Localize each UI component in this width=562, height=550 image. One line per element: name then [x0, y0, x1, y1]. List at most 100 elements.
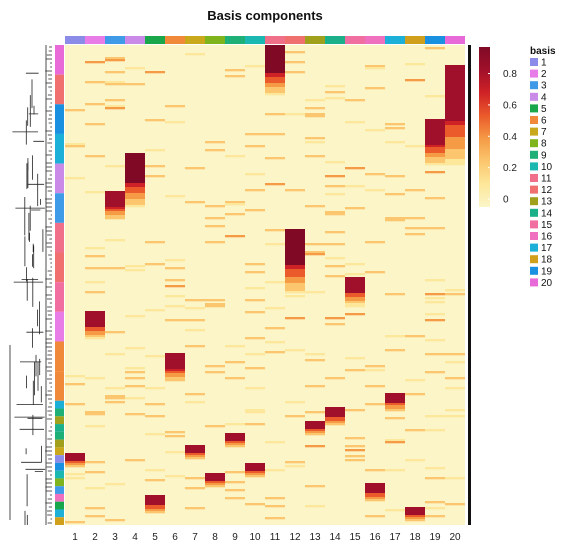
heatmap-cell: [165, 377, 185, 380]
heatmap-cell: [365, 173, 385, 176]
heatmap-cell: [405, 513, 425, 516]
color-scale-label: 0.2: [503, 163, 517, 174]
heatmap-cell: [385, 439, 405, 442]
color-scale-label: 0: [503, 195, 509, 206]
heatmap-cell: [205, 365, 225, 368]
heatmap-cell: [385, 397, 405, 400]
heatmap-cell: [285, 247, 305, 250]
heatmap-cell: [265, 75, 285, 78]
heatmap-cell: [245, 311, 265, 314]
heatmap-cell: [85, 191, 105, 194]
heatmap-cell: [145, 309, 165, 312]
heatmap-cell: [445, 95, 465, 98]
heatmap-cell: [85, 329, 105, 332]
row-annotation-cell: [55, 517, 64, 525]
heatmap-cell: [445, 153, 465, 156]
legend-swatch: [530, 69, 538, 78]
heatmap-cell: [405, 79, 425, 82]
heatmap-cell: [305, 113, 325, 116]
heatmap-cell: [265, 49, 285, 52]
heatmap-cell: [425, 297, 445, 300]
heatmap-cell: [145, 71, 165, 74]
heatmap-cell: [225, 201, 245, 204]
heatmap-cell: [225, 435, 245, 438]
x-tick-label: 12: [289, 532, 301, 543]
heatmap-cell: [285, 249, 305, 252]
heatmap-cell: [345, 293, 365, 296]
heatmap-cell: [145, 495, 165, 498]
heatmap-cell: [65, 177, 85, 180]
heatmap-cell: [325, 161, 345, 164]
heatmap-cell: [385, 469, 405, 472]
heatmap-cell: [105, 331, 125, 334]
heatmap-cell: [425, 157, 445, 160]
heatmap-cell: [125, 195, 145, 198]
heatmap-cell: [165, 105, 185, 108]
heatmap-cell: [85, 315, 105, 318]
heatmap-cell: [265, 67, 285, 70]
heatmap-cell: [425, 415, 445, 418]
heatmap-cell: [125, 199, 145, 202]
heatmap-cell: [165, 373, 185, 376]
heatmap-cell: [245, 423, 265, 426]
heatmap-cell: [345, 263, 365, 266]
heatmap-cell: [205, 485, 225, 488]
heatmap-cell: [285, 235, 305, 238]
x-tick-label: 4: [132, 532, 138, 543]
color-scale-label: 0.8: [503, 69, 517, 80]
heatmap-cell: [425, 301, 445, 304]
heatmap-cell: [325, 91, 345, 94]
row-annotation-cell: [55, 104, 64, 134]
heatmap-cell: [365, 129, 385, 132]
heatmap-cell: [445, 67, 465, 70]
heatmap-cell: [165, 359, 185, 362]
legend-label: 14: [541, 208, 553, 219]
heatmap-cell: [425, 197, 445, 200]
heatmap-cell: [225, 75, 245, 78]
heatmap-cell: [85, 155, 105, 158]
heatmap-cell: [425, 477, 445, 480]
heatmap-cell: [265, 81, 285, 84]
heatmap-cell: [365, 491, 385, 494]
heatmap-cell: [85, 413, 105, 416]
heatmap-cell: [205, 305, 225, 308]
heatmap-cell: [445, 145, 465, 148]
heatmap-cell: [125, 377, 145, 380]
heatmap-cell: [285, 401, 305, 404]
heatmap-cell: [105, 239, 125, 242]
heatmap-cell: [105, 353, 125, 356]
heatmap-cell: [445, 123, 465, 126]
heatmap-cell: [285, 281, 305, 284]
heatmap-cell: [305, 243, 325, 246]
heatmap-cell: [365, 67, 385, 70]
heatmap-cell: [365, 487, 385, 490]
heatmap-cell: [125, 83, 145, 86]
heatmap-cell: [65, 453, 85, 456]
heatmap-cell: [265, 157, 285, 160]
heatmap-cell: [145, 403, 165, 406]
heatmap-cell: [105, 203, 125, 206]
heatmap-cell: [125, 157, 145, 160]
heatmap-cell: [225, 445, 245, 448]
heatmap-cell: [265, 469, 285, 472]
heatmap-cell: [345, 409, 365, 412]
heatmap-cell: [325, 415, 345, 418]
heatmap-cell: [265, 133, 285, 136]
heatmap-cell: [265, 45, 285, 48]
column-annotation-cell: [325, 36, 345, 44]
heatmap-cell: [185, 453, 205, 456]
heatmap-cell: [365, 497, 385, 500]
heatmap-cell: [285, 275, 305, 278]
heatmap-cell: [225, 471, 245, 474]
legend-swatch: [530, 232, 538, 240]
heatmap-cell: [125, 183, 145, 186]
heatmap-cell: [285, 285, 305, 288]
heatmap-cell: [445, 89, 465, 92]
heatmap-cell: [265, 307, 285, 310]
heatmap-cell: [285, 233, 305, 236]
heatmap-cell: [165, 357, 185, 360]
heatmap-cell: [65, 459, 85, 462]
heatmap-cell: [265, 87, 285, 90]
heatmap-cell: [225, 235, 245, 238]
